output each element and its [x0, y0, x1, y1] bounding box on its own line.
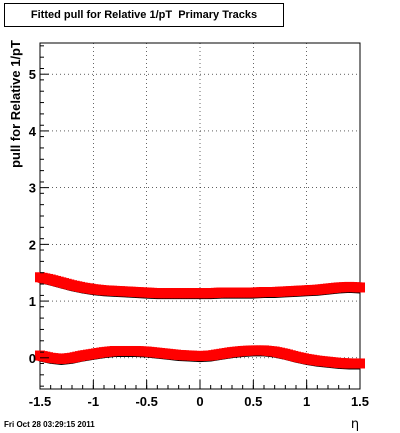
- x-tick-label: -1.5: [29, 394, 51, 409]
- data-point: [355, 358, 365, 369]
- x-tick-label: 1: [303, 394, 310, 409]
- x-axis-label: η: [351, 417, 359, 432]
- axis-ticks: -1.5 -1 -0.5 0 0.5 1 1.5 0 1 2 3 4 5: [29, 45, 369, 409]
- x-tick-label: 0.5: [244, 394, 262, 409]
- x-tick-label: 1.5: [351, 394, 369, 409]
- series-group: [35, 272, 365, 370]
- grid: [40, 43, 360, 389]
- y-tick-label: 1: [29, 294, 36, 309]
- series-1: [35, 272, 365, 300]
- y-axis-label: pull for Relative 1/pT: [8, 40, 23, 168]
- series-2: [35, 345, 365, 370]
- x-tick-label: -0.5: [135, 394, 157, 409]
- y-tick-label: 5: [29, 67, 36, 82]
- x-tick-label: 0: [196, 394, 203, 409]
- y-tick-label: 0: [29, 351, 36, 366]
- y-tick-label: 3: [29, 181, 36, 196]
- timestamp-footer: Fri Oct 28 03:29:15 2011: [4, 420, 95, 429]
- y-tick-label: 4: [29, 124, 37, 139]
- data-point: [355, 282, 365, 293]
- y-tick-label: 2: [29, 237, 36, 252]
- chart-title: Fitted pull for Relative 1/pT Primary Tr…: [4, 3, 284, 27]
- x-tick-label: -1: [88, 394, 100, 409]
